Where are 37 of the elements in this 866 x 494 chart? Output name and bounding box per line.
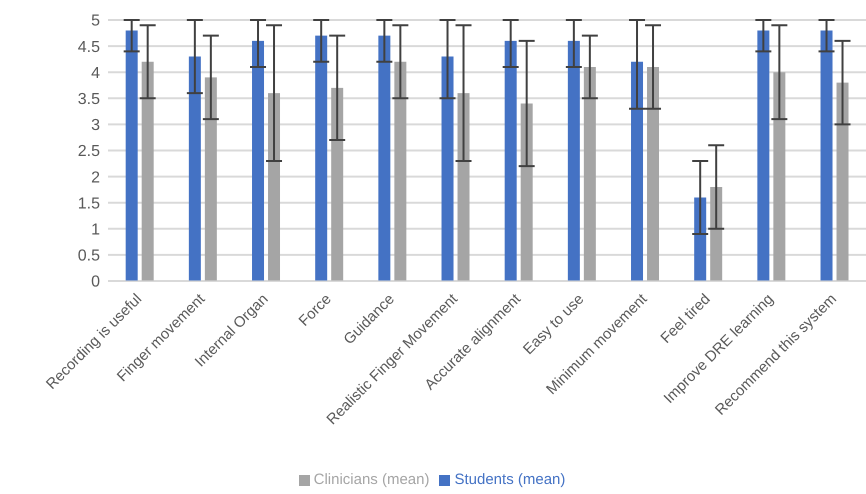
bar — [631, 62, 644, 281]
bar — [442, 56, 454, 281]
bar — [142, 62, 154, 281]
bar — [568, 40, 580, 281]
bar — [126, 30, 138, 281]
y-tick-label: 1 — [91, 221, 100, 238]
bar — [394, 62, 406, 281]
y-tick-label: 5 — [91, 12, 100, 30]
y-tick-label: 4.5 — [78, 38, 100, 56]
y-tick-label: 3.5 — [78, 90, 100, 108]
y-tick-label: 1.5 — [78, 195, 100, 212]
bar — [757, 30, 770, 281]
bar — [647, 66, 660, 281]
bar — [520, 104, 533, 281]
bar — [268, 93, 280, 281]
bar — [458, 93, 470, 281]
legend-label: Clinicians (mean) — [314, 471, 430, 488]
y-tick-label: 3 — [91, 117, 100, 134]
bar — [188, 56, 201, 281]
legend-label: Students (mean) — [454, 471, 566, 488]
bar — [204, 77, 217, 281]
bar — [773, 72, 786, 281]
y-tick-label: 0 — [91, 274, 100, 291]
bar — [836, 82, 849, 281]
y-tick-label: 2.5 — [78, 143, 100, 160]
bar — [315, 36, 328, 281]
bar — [378, 36, 390, 281]
bar — [820, 30, 833, 281]
y-tick-label: 4 — [91, 64, 100, 82]
bar — [252, 40, 264, 281]
y-tick-label: 2 — [91, 169, 100, 186]
bar — [504, 40, 517, 281]
bar — [694, 197, 706, 281]
y-tick-label: 0.5 — [78, 248, 100, 265]
bar — [584, 66, 596, 281]
bar — [331, 88, 344, 281]
bar — [710, 187, 722, 281]
